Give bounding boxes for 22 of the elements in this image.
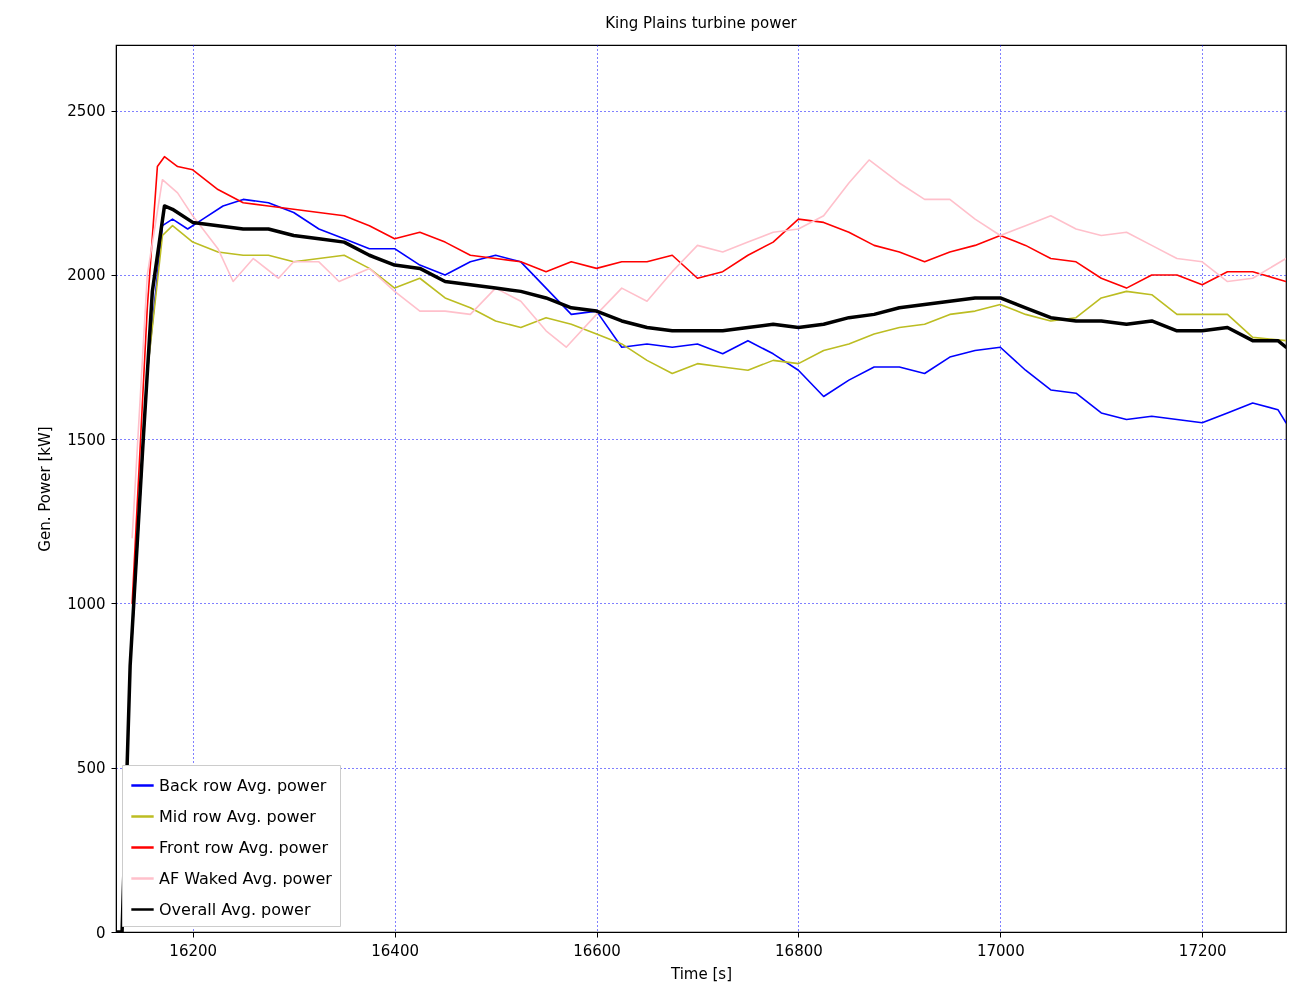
y-tick-label: 1500 (67, 430, 106, 449)
x-tick-label: 16200 (169, 941, 218, 960)
line-series (131, 159, 1286, 539)
legend-label: AF Waked Avg. power (159, 868, 333, 888)
legend-label: Overall Avg. power (159, 899, 311, 919)
x-tick-label: 16800 (775, 941, 823, 960)
y-tick-label: 500 (76, 759, 106, 778)
chart-title: King Plains turbine power (605, 14, 798, 32)
x-tick-label: 17000 (976, 941, 1025, 960)
line-series (131, 155, 1286, 605)
x-tick-label: 17200 (1178, 941, 1227, 960)
y-axis-title: Gen. Power [kW] (36, 426, 55, 552)
x-tick-label: 16600 (573, 941, 621, 960)
x-axis-title: Time [s] (670, 964, 732, 983)
y-tick-label: 0 (95, 923, 106, 942)
x-tick-label: 16400 (371, 941, 419, 960)
legend-label: Back row Avg. power (159, 775, 327, 795)
y-tick-label: 2500 (67, 102, 106, 121)
legend-label: Mid row Avg. power (159, 806, 317, 826)
y-tick-label: 1000 (67, 594, 106, 613)
y-tick-label: 2000 (67, 266, 106, 285)
legend-label: Front row Avg. power (159, 837, 329, 857)
